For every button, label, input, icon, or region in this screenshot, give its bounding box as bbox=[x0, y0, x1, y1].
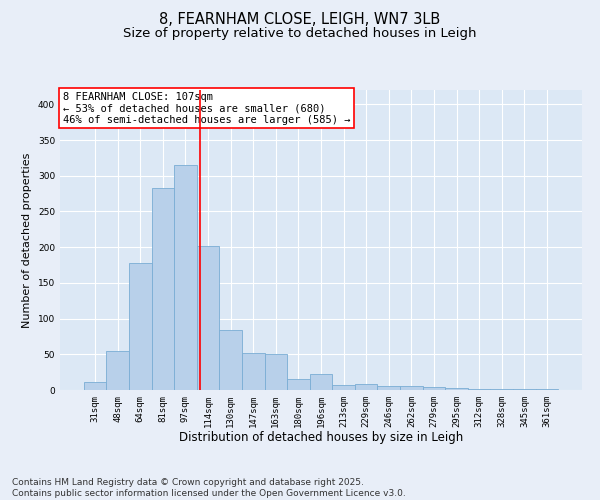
Text: Size of property relative to detached houses in Leigh: Size of property relative to detached ho… bbox=[123, 28, 477, 40]
Text: Contains HM Land Registry data © Crown copyright and database right 2025.
Contai: Contains HM Land Registry data © Crown c… bbox=[12, 478, 406, 498]
Bar bbox=[377, 386, 400, 390]
Bar bbox=[129, 263, 152, 390]
Bar bbox=[174, 165, 197, 390]
Bar bbox=[445, 388, 468, 390]
Bar bbox=[468, 388, 490, 390]
Bar bbox=[152, 188, 174, 390]
Bar bbox=[220, 330, 242, 390]
Text: 8, FEARNHAM CLOSE, LEIGH, WN7 3LB: 8, FEARNHAM CLOSE, LEIGH, WN7 3LB bbox=[160, 12, 440, 28]
Bar bbox=[355, 384, 377, 390]
Bar bbox=[422, 387, 445, 390]
Bar bbox=[106, 352, 129, 390]
Bar bbox=[242, 353, 265, 390]
Bar bbox=[332, 385, 355, 390]
X-axis label: Distribution of detached houses by size in Leigh: Distribution of detached houses by size … bbox=[179, 432, 463, 444]
Text: 8 FEARNHAM CLOSE: 107sqm
← 53% of detached houses are smaller (680)
46% of semi-: 8 FEARNHAM CLOSE: 107sqm ← 53% of detach… bbox=[62, 92, 350, 124]
Bar bbox=[84, 382, 106, 390]
Bar bbox=[400, 386, 422, 390]
Bar bbox=[265, 354, 287, 390]
Bar bbox=[197, 246, 220, 390]
Bar bbox=[287, 380, 310, 390]
Bar bbox=[310, 374, 332, 390]
Y-axis label: Number of detached properties: Number of detached properties bbox=[22, 152, 32, 328]
